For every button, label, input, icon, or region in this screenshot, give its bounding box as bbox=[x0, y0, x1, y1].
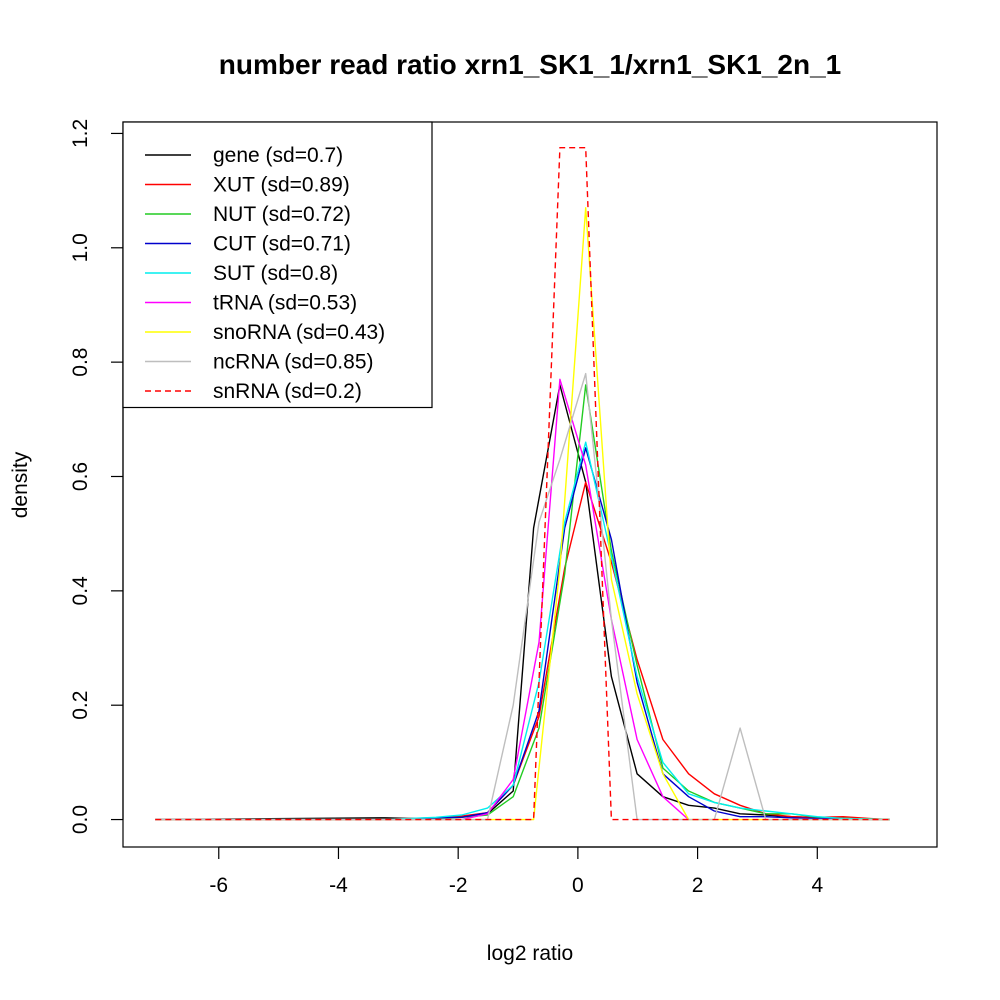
series-line-2 bbox=[155, 384, 890, 821]
x-axis-label: log2 ratio bbox=[487, 942, 573, 965]
y-tick-label: 0.8 bbox=[69, 348, 92, 377]
x-tick-label: 4 bbox=[811, 874, 823, 897]
legend-label: NUT (sd=0.72) bbox=[213, 203, 351, 226]
y-tick-label: 1.0 bbox=[69, 233, 92, 262]
y-axis: 0.0 0.2 0.4 0.6 0.8 1.0 1.2 bbox=[69, 119, 124, 834]
legend-label: ncRNA (sd=0.85) bbox=[213, 351, 374, 374]
series-line-1 bbox=[155, 481, 890, 821]
x-tick-label: 0 bbox=[572, 874, 584, 897]
y-tick-label: 0.6 bbox=[69, 462, 92, 491]
legend-label: tRNA (sd=0.53) bbox=[213, 292, 357, 315]
chart-title: number read ratio xrn1_SK1_1/xrn1_SK1_2n… bbox=[219, 49, 842, 80]
x-tick-label: -2 bbox=[449, 874, 468, 897]
y-axis-label: density bbox=[9, 451, 32, 518]
series-line-4 bbox=[155, 441, 890, 821]
legend: gene (sd=0.7) XUT (sd=0.89) NUT (sd=0.72) C… bbox=[122, 121, 433, 409]
series-line-7 bbox=[155, 372, 890, 821]
legend-label: snoRNA (sd=0.43) bbox=[213, 321, 385, 344]
series-line-8 bbox=[155, 146, 890, 821]
x-tick-label: -4 bbox=[329, 874, 348, 897]
y-tick-label: 0.4 bbox=[69, 576, 92, 606]
legend-label: CUT (sd=0.71) bbox=[213, 233, 351, 256]
series-lines bbox=[155, 146, 890, 821]
series-line-6 bbox=[155, 207, 890, 821]
legend-label: XUT (sd=0.89) bbox=[213, 174, 350, 197]
legend-label: snRNA (sd=0.2) bbox=[213, 380, 362, 403]
y-tick-label: 1.2 bbox=[69, 119, 92, 148]
x-tick-label: 2 bbox=[692, 874, 704, 897]
legend-label: SUT (sd=0.8) bbox=[213, 262, 338, 285]
x-tick-label: -6 bbox=[209, 874, 228, 897]
y-tick-label: 0.0 bbox=[69, 805, 92, 834]
y-tick-label: 0.2 bbox=[69, 691, 92, 720]
x-axis: -6 -4 -2 0 2 4 bbox=[209, 846, 823, 897]
legend-box bbox=[122, 121, 433, 409]
series-line-3 bbox=[155, 447, 890, 821]
legend-label: gene (sd=0.7) bbox=[213, 144, 343, 167]
series-line-0 bbox=[155, 384, 890, 821]
